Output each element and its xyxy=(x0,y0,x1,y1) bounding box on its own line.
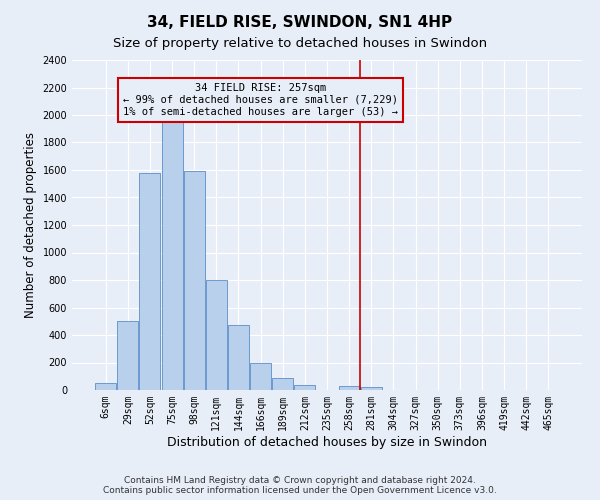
Bar xyxy=(95,383,116,390)
Bar xyxy=(184,172,205,390)
Bar xyxy=(206,280,227,390)
Bar xyxy=(361,387,382,390)
Bar xyxy=(338,386,359,390)
Bar xyxy=(161,122,182,390)
Text: 34, FIELD RISE, SWINDON, SN1 4HP: 34, FIELD RISE, SWINDON, SN1 4HP xyxy=(148,15,452,30)
Text: 34 FIELD RISE: 257sqm
← 99% of detached houses are smaller (7,229)
1% of semi-de: 34 FIELD RISE: 257sqm ← 99% of detached … xyxy=(123,84,398,116)
Y-axis label: Number of detached properties: Number of detached properties xyxy=(24,132,37,318)
Bar xyxy=(228,326,249,390)
Bar xyxy=(139,173,160,390)
Text: Contains HM Land Registry data © Crown copyright and database right 2024.
Contai: Contains HM Land Registry data © Crown c… xyxy=(103,476,497,495)
X-axis label: Distribution of detached houses by size in Swindon: Distribution of detached houses by size … xyxy=(167,436,487,448)
Bar xyxy=(118,322,139,390)
Bar xyxy=(250,363,271,390)
Bar xyxy=(295,385,316,390)
Bar xyxy=(272,378,293,390)
Text: Size of property relative to detached houses in Swindon: Size of property relative to detached ho… xyxy=(113,38,487,51)
